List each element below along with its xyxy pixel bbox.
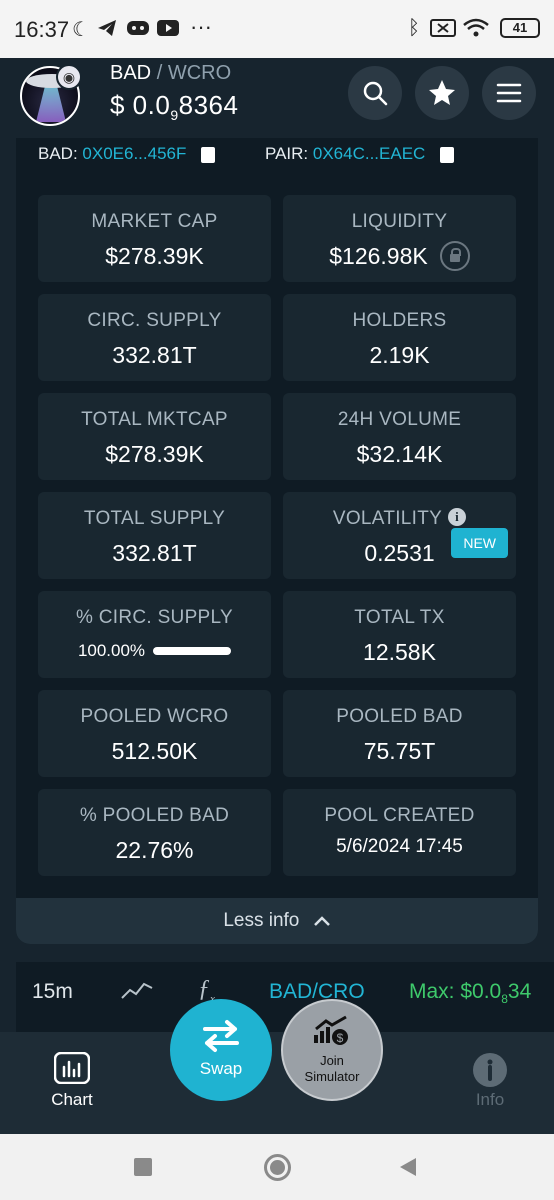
stat-pooled-bad-percent: % POOLED BAD 22.76% bbox=[38, 789, 271, 876]
search-button[interactable] bbox=[348, 66, 402, 120]
hamburger-icon bbox=[496, 83, 522, 103]
pair-separator: / bbox=[156, 62, 163, 84]
token-price: $ 0.098364 bbox=[110, 90, 239, 124]
telegram-icon bbox=[98, 20, 116, 36]
battery-icon: 41 bbox=[500, 18, 540, 38]
svg-text:$: $ bbox=[337, 1031, 344, 1045]
stat-total-supply: TOTAL SUPPLY 332.81T bbox=[38, 492, 271, 579]
pair-title: BAD / WCRO bbox=[110, 62, 231, 85]
search-icon bbox=[363, 81, 388, 106]
stat-24h-volume: 24H VOLUME $32.14K bbox=[283, 393, 516, 480]
moon-icon: ☾ bbox=[72, 19, 90, 41]
stat-pooled-wcro: POOLED WCRO 512.50K bbox=[38, 690, 271, 777]
new-badge: NEW bbox=[451, 528, 508, 558]
join-simulator-button[interactable]: $ Join Simulator bbox=[281, 999, 383, 1101]
chevron-up-icon bbox=[313, 916, 330, 926]
stat-holders: HOLDERS 2.19K bbox=[283, 294, 516, 381]
stat-circ-supply: CIRC. SUPPLY 332.81T bbox=[38, 294, 271, 381]
circ-supply-progress-bar bbox=[153, 646, 232, 655]
stat-circ-supply-percent: % CIRC. SUPPLY 100.00% bbox=[38, 591, 271, 678]
pair-address-link[interactable]: 0X64C...EAEC bbox=[312, 144, 426, 163]
chart-toolbar: 15m ƒx BAD/CRO Max: $0.0834 bbox=[16, 962, 554, 1032]
token-address-link[interactable]: 0X0E6...456F bbox=[82, 144, 187, 163]
status-bar: 16:37 ☾ ··· ᛒ 41 bbox=[0, 0, 554, 58]
verified-badge-icon: ◉ bbox=[56, 64, 82, 90]
pair-address: PAIR: 0X64C...EAEC bbox=[265, 144, 455, 164]
token-address: BAD: 0X0E6...456F bbox=[38, 144, 216, 164]
info-icon[interactable]: i bbox=[448, 507, 467, 526]
chart-pair-label: BAD/CRO bbox=[269, 980, 365, 1003]
back-button[interactable] bbox=[398, 1156, 418, 1178]
bar-chart-icon bbox=[54, 1052, 90, 1084]
quote-token: WCRO bbox=[167, 62, 232, 84]
stat-liquidity: LIQUIDITY $126.98K bbox=[283, 195, 516, 282]
max-price-label: Max: $0.0834 bbox=[409, 980, 532, 1007]
stat-volatility: VOLATILITY i 0.2531 NEW bbox=[283, 492, 516, 579]
bluetooth-icon: ᛒ bbox=[408, 17, 420, 39]
more-notifications-icon: ··· bbox=[190, 14, 212, 39]
discord-icon bbox=[127, 21, 149, 35]
status-time: 16:37 bbox=[14, 17, 70, 42]
growth-chart-icon: $ bbox=[314, 1015, 348, 1045]
copy-icon[interactable] bbox=[440, 146, 455, 163]
home-button[interactable] bbox=[264, 1154, 291, 1181]
base-token: BAD bbox=[110, 62, 152, 84]
system-nav-bar bbox=[0, 1134, 554, 1200]
nav-chart[interactable]: Chart bbox=[40, 1052, 104, 1122]
menu-button[interactable] bbox=[482, 66, 536, 120]
stat-total-tx: TOTAL TX 12.58K bbox=[283, 591, 516, 678]
star-icon bbox=[429, 80, 455, 105]
stat-pooled-bad: POOLED BAD 75.75T bbox=[283, 690, 516, 777]
info-icon bbox=[473, 1053, 507, 1087]
favorite-button[interactable] bbox=[415, 66, 469, 120]
swap-button[interactable]: Swap bbox=[170, 999, 272, 1101]
youtube-icon bbox=[157, 20, 179, 36]
copy-icon[interactable] bbox=[201, 146, 216, 163]
swap-arrows-icon bbox=[203, 1020, 239, 1052]
app-header: ◉ BAD / WCRO $ 0.098364 bbox=[0, 58, 554, 138]
stat-total-mktcap: TOTAL MKTCAP $278.39K bbox=[38, 393, 271, 480]
stat-market-cap: MARKET CAP $278.39K bbox=[38, 195, 271, 282]
less-info-button[interactable]: Less info bbox=[16, 898, 538, 944]
nav-info[interactable]: Info bbox=[458, 1052, 522, 1122]
indicators-icon[interactable]: ƒx bbox=[198, 976, 215, 1005]
bottom-nav: Chart Info bbox=[0, 1032, 554, 1134]
no-sim-icon bbox=[430, 19, 456, 37]
recents-button[interactable] bbox=[134, 1158, 152, 1176]
battery-level: 41 bbox=[512, 20, 528, 35]
chart-type-icon[interactable] bbox=[120, 978, 154, 1002]
stat-pool-created: POOL CREATED 5/6/2024 17:45 bbox=[283, 789, 516, 876]
lock-icon bbox=[439, 241, 470, 271]
wifi-icon bbox=[463, 18, 489, 37]
interval-selector[interactable]: 15m bbox=[32, 980, 73, 1003]
